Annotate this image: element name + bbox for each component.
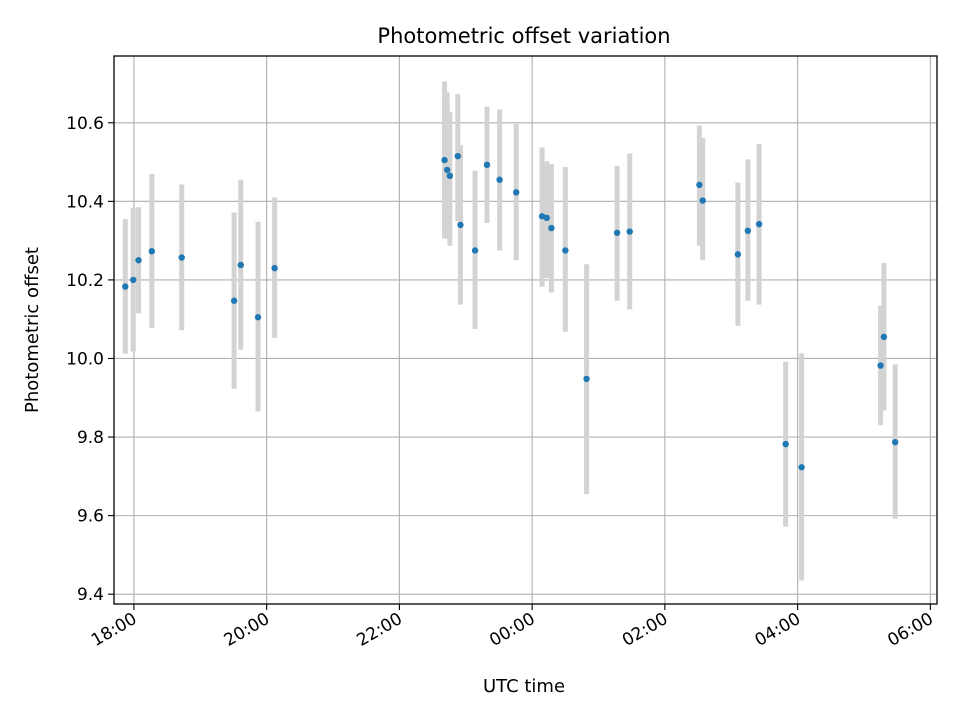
- data-point: [744, 227, 752, 235]
- error-bars: [122, 81, 898, 581]
- data-point: [734, 251, 742, 258]
- data-point: [441, 156, 448, 164]
- data-points: [122, 152, 899, 471]
- data-point: [254, 314, 262, 321]
- data-point: [877, 362, 884, 369]
- data-point: [891, 438, 899, 446]
- data-point: [237, 261, 244, 269]
- data-point: [148, 248, 156, 255]
- y-tick-label: 10.0: [66, 349, 104, 369]
- data-point: [471, 247, 479, 254]
- data-point: [755, 220, 763, 228]
- data-point: [271, 264, 278, 272]
- x-tick-label: 06:00: [884, 609, 936, 651]
- data-point: [798, 464, 805, 471]
- x-tick-label: 04:00: [752, 609, 804, 651]
- y-axis-title: Photometric offset: [22, 247, 43, 413]
- x-axis: 18:00 20:00 22:00 00:00 02:00 04:00 06:00: [88, 604, 937, 651]
- data-point: [696, 181, 703, 189]
- data-point: [443, 166, 451, 174]
- chart-title: Photometric offset variation: [377, 24, 670, 48]
- x-tick-label: 20:00: [221, 609, 273, 651]
- data-point: [543, 214, 550, 222]
- x-tick-label: 02:00: [619, 609, 671, 651]
- x-tick-label: 22:00: [353, 609, 405, 651]
- data-point: [513, 189, 520, 196]
- y-tick-label: 10.6: [66, 114, 104, 134]
- y-tick-label: 9.8: [77, 428, 104, 448]
- x-tick-label: 18:00: [88, 609, 140, 651]
- data-point: [583, 375, 590, 383]
- x-tick-label: 00:00: [486, 609, 538, 651]
- data-point: [562, 247, 569, 254]
- data-point: [178, 254, 185, 261]
- data-point: [613, 229, 621, 236]
- x-axis-title: UTC time: [483, 676, 565, 697]
- data-point: [548, 224, 555, 232]
- data-point: [496, 176, 503, 183]
- data-point: [454, 152, 462, 160]
- data-point: [130, 276, 137, 284]
- y-tick-label: 9.6: [77, 507, 104, 527]
- data-point: [230, 297, 238, 304]
- grid: [114, 56, 937, 604]
- data-point: [880, 333, 888, 341]
- data-point: [135, 257, 142, 264]
- y-tick-label: 9.4: [77, 585, 104, 605]
- data-point: [782, 440, 789, 448]
- data-point: [483, 161, 491, 169]
- data-point: [457, 221, 464, 229]
- y-tick-label: 10.4: [66, 192, 104, 212]
- data-point: [699, 197, 706, 204]
- data-point: [626, 228, 633, 235]
- data-point: [122, 283, 129, 290]
- y-axis: 9.4 9.6 9.8 10.0 10.2 10.4 10.6: [66, 114, 114, 605]
- plot-frame: [113, 55, 938, 605]
- y-tick-label: 10.2: [66, 271, 104, 291]
- data-point: [446, 172, 454, 180]
